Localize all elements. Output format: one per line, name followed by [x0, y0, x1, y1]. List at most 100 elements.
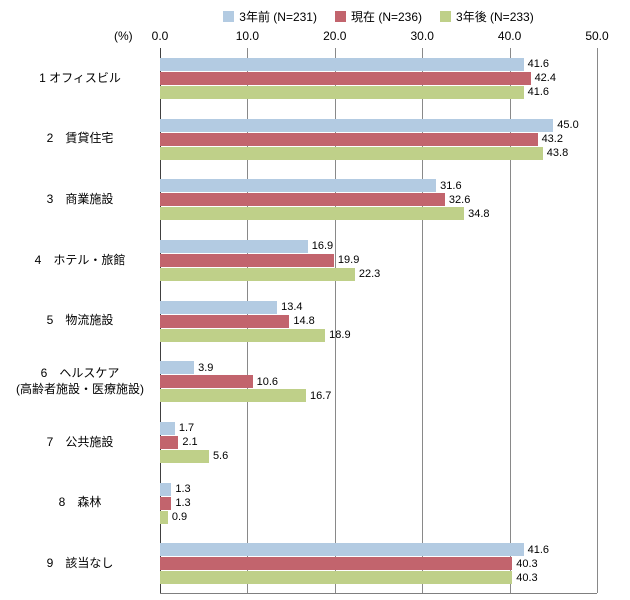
bar-value-label: 32.6: [448, 193, 471, 206]
gridline: [597, 48, 598, 593]
plot-area: 1 オフィスビル 41.6 42.4 41.6 2 賃貸住宅 45.0 43.2 43.8 3 …: [0, 48, 630, 594]
category-label: 3 商業施設: [46, 191, 114, 206]
x-axis: (%) 0.0 10.0 20.0 30.0 40.0 50.0: [114, 26, 609, 48]
bar-value-label: 43.2: [541, 133, 563, 145]
bar-line: 40.3: [160, 571, 597, 585]
bar-value-label: 14.8: [293, 315, 315, 328]
category-bars: 3.9 10.6 16.7: [160, 361, 597, 403]
category-group-2: 2 賃貸住宅 45.0 43.2 43.8: [0, 109, 630, 170]
bar-line: 41.6: [160, 543, 597, 557]
bar-value-label: 0.9: [171, 511, 188, 524]
bar-series-1: [160, 193, 445, 207]
bar-series-0: [160, 57, 524, 71]
bar-line: 16.9: [160, 239, 597, 253]
bar-value-label: 5.6: [212, 450, 229, 463]
bar-line: 43.8: [160, 146, 597, 160]
bar-value-label: 40.3: [516, 557, 538, 570]
bar-value-label: 34.8: [468, 207, 490, 220]
bar-line: 22.3: [160, 267, 597, 281]
bar-line: 10.6: [160, 375, 597, 389]
category-group-4: 4 ホテル・旅館 16.9 19.9 22.3: [0, 230, 630, 291]
gridline: [509, 48, 511, 593]
x-axis-tick: 0.0: [151, 29, 169, 43]
gridline: [334, 48, 336, 593]
bar-line: 2.1: [160, 435, 597, 449]
bar-value-label: 1.3: [175, 483, 191, 496]
chart-legend: 3年前 (N=231) 現在 (N=236) 3年後 (N=233): [160, 6, 597, 26]
bar-line: 41.6: [160, 85, 597, 99]
bar-value-label: 10.6: [256, 375, 279, 388]
bar-line: 40.3: [160, 557, 597, 571]
category-label: 4 ホテル・旅館: [34, 252, 126, 267]
bar-series-2: [160, 328, 326, 342]
bar-series-2: [160, 571, 513, 585]
bar-series-0: [160, 239, 308, 253]
legend-item-2: 3年後 (N=233): [440, 8, 534, 25]
bar-line: 0.9: [160, 510, 597, 524]
bar-value-label: 43.8: [546, 147, 569, 159]
bar-value-label: 41.6: [527, 86, 549, 99]
category-label: 9 該当なし: [46, 555, 114, 570]
legend-label: 3年後 (N=233): [456, 9, 534, 24]
category-group-9: 9 該当なし 41.6 40.3 40.3: [0, 533, 630, 594]
category-label: 7 公共施設: [46, 434, 114, 449]
category-label: 1 オフィスビル: [39, 70, 121, 85]
bar-line: 34.8: [160, 207, 597, 221]
bar-value-label: 40.3: [516, 571, 538, 584]
bar-series-0: [160, 421, 175, 435]
bar-value-label: 1.7: [178, 422, 195, 435]
x-axis-tick: 20.0: [323, 29, 347, 43]
bar-line: 5.6: [160, 449, 597, 463]
bar-value-label: 2.1: [182, 436, 198, 449]
bar-value-label: 18.9: [329, 329, 351, 342]
bar-line: 1.7: [160, 421, 597, 435]
bar-value-label: 13.4: [281, 301, 303, 314]
bar-value-label: 3.9: [198, 361, 214, 374]
bar-series-2: [160, 207, 465, 221]
gridline: [422, 48, 424, 593]
x-axis-tick: 30.0: [410, 29, 434, 43]
legend-swatch: [223, 10, 235, 22]
bar-series-1: [160, 375, 253, 389]
axis-unit-label: (%): [114, 29, 133, 43]
category-label: 5 物流施設: [46, 313, 114, 328]
category-group-7: 7 公共施設 1.7 2.1 5.6: [0, 412, 630, 473]
bar-value-label: 41.6: [527, 543, 549, 556]
category-bars: 41.6 42.4 41.6: [160, 57, 597, 99]
bar-series-2: [160, 389, 306, 403]
x-axis-tick: 10.0: [235, 29, 260, 43]
legend-swatch: [334, 10, 346, 22]
bar-series-1: [160, 71, 531, 85]
bar-value-label: 22.3: [358, 268, 381, 281]
category-group-8: 8 森林 1.3 1.3 0.9: [0, 473, 630, 534]
category-group-6: 6 ヘルスケア (高齢者施設・医療施設) 3.9 10.6 16.7: [0, 351, 630, 412]
category-group-5: 5 物流施設 13.4 14.8 18.9: [0, 291, 630, 352]
bar-series-1: [160, 496, 172, 510]
category-bars: 13.4 14.8 18.9: [160, 300, 597, 342]
bar-series-2: [160, 146, 543, 160]
bar-line: 1.3: [160, 496, 597, 510]
bar-line: 16.7: [160, 389, 597, 403]
legend-item-1: 現在 (N=236): [334, 8, 423, 25]
legend-item-0: 3年前 (N=231): [223, 8, 317, 25]
bar-line: 1.3: [160, 482, 597, 496]
bar-value-label: 42.4: [534, 72, 556, 85]
category-group-1: 1 オフィスビル 41.6 42.4 41.6: [0, 48, 630, 109]
category-label: 6 ヘルスケア (高齢者施設・医療施設): [16, 366, 144, 396]
bar-series-2: [160, 85, 524, 99]
bar-series-1: [160, 253, 334, 267]
category-group-3: 3 商業施設 31.6 32.6 34.8: [0, 169, 630, 230]
bar-series-0: [160, 543, 524, 557]
bar-value-label: 1.3: [175, 497, 191, 510]
bar-line: 42.4: [160, 71, 597, 85]
category-label: 8 森林: [58, 495, 102, 510]
bar-line: 3.9: [160, 361, 597, 375]
legend-label: 現在 (N=236): [350, 9, 423, 24]
bar-line: 45.0: [160, 118, 597, 132]
bar-line: 18.9: [160, 328, 597, 342]
bar-line: 32.6: [160, 193, 597, 207]
category-bars: 31.6 32.6 34.8: [160, 179, 597, 221]
bar-line: 41.6: [160, 57, 597, 71]
legend-swatch: [440, 10, 452, 22]
